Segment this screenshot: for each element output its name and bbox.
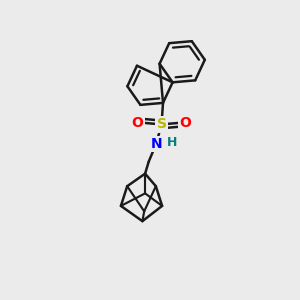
Text: N: N [150,137,162,151]
Text: H: H [167,136,177,149]
Text: S: S [157,117,166,131]
Text: O: O [132,116,144,130]
Text: O: O [179,116,191,130]
